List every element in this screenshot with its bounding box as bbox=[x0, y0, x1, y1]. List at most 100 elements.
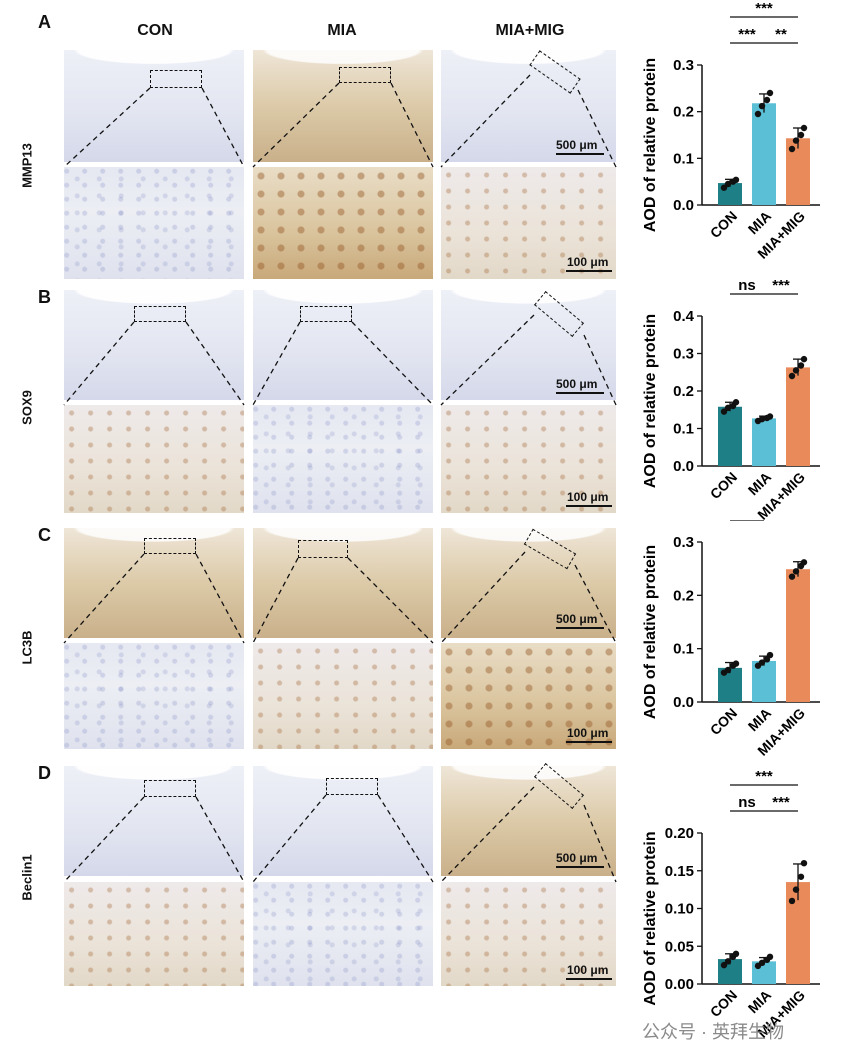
micrograph-d-con-low bbox=[64, 766, 244, 876]
y-tick-label: 0.2 bbox=[673, 587, 694, 604]
significance-label: *** bbox=[772, 794, 790, 811]
data-point bbox=[792, 886, 800, 893]
column-header-mia: MIA bbox=[327, 22, 357, 39]
y-tick-label: 0.3 bbox=[673, 57, 694, 74]
y-tick-label: 0.1 bbox=[673, 421, 694, 438]
data-point bbox=[800, 124, 808, 132]
data-point bbox=[797, 362, 805, 369]
micrograph-b-miamig-high bbox=[441, 405, 616, 513]
data-point bbox=[792, 137, 800, 144]
zoom-box bbox=[339, 67, 391, 83]
y-tick-label: 0.1 bbox=[673, 641, 694, 658]
y-tick-label: 0.0 bbox=[673, 458, 694, 475]
x-tick-label: CON bbox=[707, 987, 740, 1020]
scale-bar bbox=[556, 627, 604, 629]
micrograph-c-con-high bbox=[64, 643, 244, 749]
micrograph-c-mia-low bbox=[253, 528, 433, 638]
micrograph-a-miamig-low bbox=[441, 50, 616, 162]
data-point bbox=[800, 355, 808, 363]
x-tick-label: MIA bbox=[745, 987, 774, 1016]
x-tick-label: MIA bbox=[745, 469, 774, 498]
data-point bbox=[732, 399, 740, 406]
zoom-box bbox=[150, 70, 202, 88]
data-point bbox=[766, 651, 774, 659]
scale-bar bbox=[566, 741, 612, 743]
significance-label: *** bbox=[738, 26, 756, 43]
scale-label-500: 500 μm bbox=[556, 851, 598, 865]
significance-label: *** bbox=[772, 280, 790, 294]
y-tick-label: 0.2 bbox=[673, 383, 694, 400]
column-header-mia-mig: MIA+MIG bbox=[495, 22, 565, 39]
bar-mia-mig bbox=[786, 367, 810, 466]
bar-mia bbox=[752, 103, 776, 205]
data-point bbox=[724, 958, 732, 965]
bar-con bbox=[718, 406, 742, 466]
data-point bbox=[724, 404, 732, 412]
zoom-box bbox=[300, 306, 352, 322]
scale-bar bbox=[566, 270, 612, 272]
panel-letter-a: A bbox=[38, 12, 51, 32]
data-point bbox=[788, 573, 796, 580]
y-tick-label: 0.00 bbox=[665, 976, 694, 993]
y-axis-label: AOD of relative protein bbox=[642, 545, 659, 719]
zoom-box bbox=[144, 538, 196, 554]
data-point bbox=[766, 953, 774, 961]
scale-bar bbox=[556, 392, 604, 394]
micrograph-b-mia-low bbox=[253, 290, 433, 400]
panel-letter-d: D bbox=[38, 763, 51, 783]
scale-bar bbox=[556, 153, 604, 155]
y-axis-label: AOD of relative protein bbox=[642, 58, 659, 232]
significance-label: ** bbox=[775, 26, 787, 43]
y-tick-label: 0.0 bbox=[673, 197, 694, 214]
y-tick-label: 0.10 bbox=[665, 901, 694, 918]
data-point bbox=[792, 367, 800, 374]
data-point bbox=[758, 415, 766, 423]
micrograph-a-con-high bbox=[64, 167, 244, 279]
scale-bar bbox=[566, 505, 612, 507]
data-point bbox=[724, 666, 732, 674]
y-tick-label: 0.3 bbox=[673, 534, 694, 551]
micrograph-d-miamig-high bbox=[441, 882, 616, 986]
scale-label-500: 500 μm bbox=[556, 612, 598, 626]
bar-mia-mig bbox=[786, 569, 810, 702]
data-point bbox=[732, 176, 740, 183]
data-point bbox=[754, 110, 762, 118]
data-point bbox=[788, 145, 796, 153]
x-tick-label: CON bbox=[707, 208, 740, 241]
data-point bbox=[732, 660, 740, 667]
data-point bbox=[797, 131, 805, 139]
micrograph-a-mia-high bbox=[253, 167, 433, 279]
bar-mia bbox=[752, 418, 776, 466]
significance-label: ns bbox=[738, 794, 756, 811]
micrograph-d-miamig-low bbox=[441, 766, 616, 876]
scale-bar bbox=[556, 866, 604, 868]
bar-chart-sox9: 0.0 0.1 0.2 0.3 0.4 AOD of relative protein CO… bbox=[642, 280, 820, 520]
panel-letter-c: C bbox=[38, 525, 51, 545]
micrograph-d-mia-high bbox=[253, 882, 433, 986]
data-point bbox=[758, 659, 766, 666]
data-point bbox=[763, 96, 771, 104]
column-header-con: CON bbox=[137, 22, 173, 39]
significance-label: *** bbox=[755, 0, 773, 17]
bar-chart-mmp13: 0.0 0.1 0.2 0.3 AOD of relative protein CON MI… bbox=[642, 0, 820, 262]
data-point bbox=[800, 860, 808, 867]
data-point bbox=[724, 180, 732, 188]
micrograph-c-miamig-low bbox=[441, 528, 616, 638]
micrograph-c-miamig-high bbox=[441, 643, 616, 749]
data-point bbox=[797, 873, 805, 880]
data-point bbox=[792, 568, 800, 575]
data-point bbox=[788, 372, 796, 380]
micrograph-d-mia-low bbox=[253, 766, 433, 876]
micrograph-b-con-low bbox=[64, 290, 244, 400]
micrograph-a-miamig-high bbox=[441, 167, 616, 279]
y-axis-label: AOD of relative protein bbox=[642, 314, 659, 488]
y-tick-label: 0.20 bbox=[665, 825, 694, 842]
data-point bbox=[720, 184, 728, 191]
zoom-box bbox=[298, 540, 348, 558]
zoom-box bbox=[144, 780, 196, 797]
scale-label-100: 100 μm bbox=[567, 726, 609, 740]
micrograph-a-con-low bbox=[64, 50, 244, 162]
scale-bar bbox=[566, 978, 612, 980]
x-tick-label: CON bbox=[707, 469, 740, 502]
